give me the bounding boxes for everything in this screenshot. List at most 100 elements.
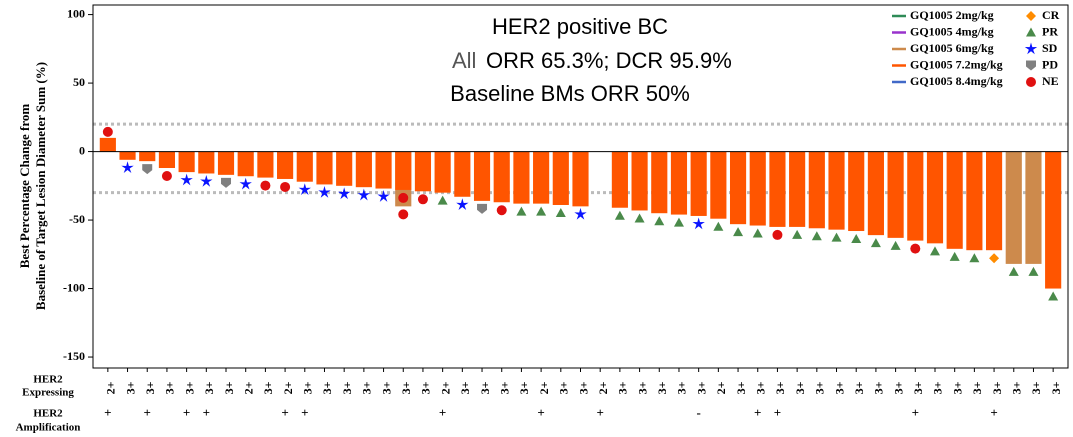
bar <box>690 151 707 216</box>
bar <box>237 151 254 177</box>
legend-label: NE <box>1042 74 1059 88</box>
legend-label: GQ1005 7.2mg/kg <box>910 57 1003 71</box>
x-tick-label: 3+ <box>970 381 984 394</box>
response-marker <box>260 180 271 191</box>
response-marker <box>733 227 744 237</box>
x-tick-label: 3+ <box>458 381 472 394</box>
x-tick-label: 3+ <box>773 381 787 394</box>
response-marker <box>437 195 448 205</box>
row-label: Amplification <box>16 422 81 434</box>
x-tick-label: 3+ <box>399 381 413 394</box>
response-marker <box>831 232 842 242</box>
x-tick-label: 3+ <box>557 381 571 394</box>
response-marker <box>337 187 351 200</box>
response-marker <box>239 177 252 190</box>
response-marker <box>1026 27 1036 37</box>
bar <box>808 151 825 229</box>
bar <box>434 151 451 193</box>
x-tick-label: 3+ <box>990 381 1004 394</box>
bar <box>139 151 156 162</box>
bar <box>887 151 904 238</box>
response-marker <box>811 231 822 241</box>
response-marker <box>654 216 665 226</box>
legend-label: PR <box>1042 24 1058 38</box>
x-tick-label: 2+ <box>714 381 728 394</box>
x-tick-label: 3+ <box>655 381 669 394</box>
bar <box>710 151 727 219</box>
x-tick-label: 3+ <box>734 381 748 394</box>
response-marker <box>221 177 232 188</box>
bar <box>454 151 471 197</box>
amplification-label: + <box>104 405 111 420</box>
y-tick-label: 100 <box>67 6 85 20</box>
bar <box>828 151 845 230</box>
response-marker <box>692 217 705 230</box>
bar <box>611 151 628 208</box>
response-marker <box>1028 266 1039 276</box>
bar <box>1025 151 1042 264</box>
x-tick-label: 3+ <box>675 381 689 394</box>
response-marker <box>574 207 587 220</box>
response-marker <box>417 194 428 205</box>
annotation: Baseline BMs ORR 50% <box>450 81 690 106</box>
response-marker <box>1008 266 1019 276</box>
x-tick-label: 3+ <box>635 381 649 394</box>
x-tick-label: 3+ <box>379 381 393 394</box>
response-marker <box>634 213 645 223</box>
y-tick-label: 50 <box>73 75 85 89</box>
bar <box>296 151 313 182</box>
x-tick-label: 3+ <box>320 381 334 394</box>
bar <box>572 151 589 207</box>
y-tick-label: -100 <box>63 280 85 294</box>
amplification-label: + <box>537 405 544 420</box>
response-marker <box>673 217 684 227</box>
x-tick-label: 3+ <box>182 381 196 394</box>
bar <box>257 151 274 178</box>
x-tick-label: 2+ <box>438 381 452 394</box>
response-marker <box>969 253 980 263</box>
amplification-label: + <box>596 405 603 420</box>
x-tick-label: 3+ <box>1049 381 1063 394</box>
x-tick-label: 3+ <box>616 381 630 394</box>
legend-label: GQ1005 6mg/kg <box>910 41 994 55</box>
x-tick-label: 3+ <box>753 381 767 394</box>
row-label: Expressing <box>22 387 74 399</box>
response-marker <box>536 206 547 216</box>
bar <box>966 151 983 251</box>
response-marker <box>870 238 881 248</box>
bar <box>513 151 530 204</box>
row-label: HER2 <box>33 374 63 386</box>
response-marker <box>929 246 940 256</box>
x-tick-label: 3+ <box>143 381 157 394</box>
y-axis-label: Baseline of Target Lesion Diameter Sum (… <box>33 62 48 310</box>
x-tick-label: 3+ <box>694 381 708 394</box>
response-marker <box>121 161 134 174</box>
legend-label: GQ1005 8.4mg/kg <box>910 74 1003 88</box>
response-marker <box>614 210 625 220</box>
x-tick-label: 2+ <box>241 381 255 394</box>
x-tick-label: 3+ <box>497 381 511 394</box>
amplification-label: - <box>696 405 700 420</box>
bar <box>867 151 884 236</box>
bar <box>749 151 766 226</box>
x-tick-label: 3+ <box>222 381 236 394</box>
bar <box>848 151 865 232</box>
amplification-label: + <box>144 405 151 420</box>
y-tick-label: 0 <box>79 143 85 157</box>
bar <box>493 151 510 203</box>
bar <box>375 151 392 189</box>
bar <box>336 151 353 186</box>
response-marker <box>516 206 527 216</box>
annotation: All <box>452 48 476 73</box>
x-tick-label: 3+ <box>478 381 492 394</box>
x-tick-label: 3+ <box>813 381 827 394</box>
bar <box>1045 151 1062 289</box>
x-tick-label: 3+ <box>852 381 866 394</box>
response-marker <box>161 171 172 182</box>
x-tick-label: 3+ <box>340 381 354 394</box>
x-tick-label: 3+ <box>911 381 925 394</box>
response-marker <box>456 198 469 211</box>
response-marker <box>1024 42 1038 55</box>
amplification-label: + <box>439 405 446 420</box>
x-tick-label: 3+ <box>832 381 846 394</box>
